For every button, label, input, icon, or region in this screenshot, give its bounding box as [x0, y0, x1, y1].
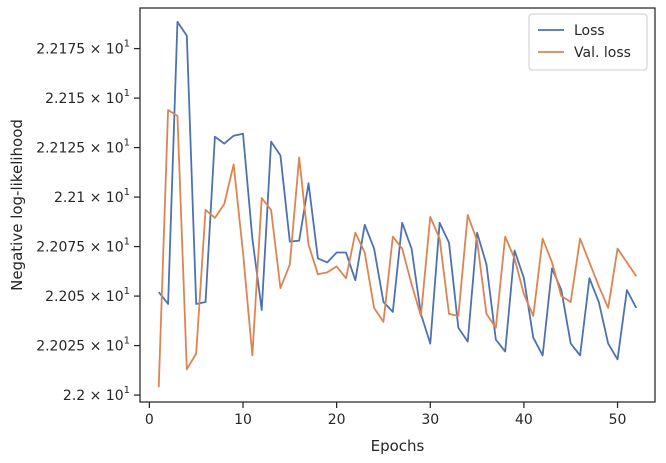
y-tick-label: 2.2 × 101 [63, 385, 130, 404]
y-tick-label: 2.2025 × 101 [36, 336, 130, 355]
y-tick-label: 2.2175 × 101 [36, 39, 130, 58]
legend-label: Loss [574, 23, 605, 39]
x-tick-label: 30 [421, 412, 439, 428]
x-tick-label: 0 [145, 412, 154, 428]
x-axis-ticks: 0 10 20 30 40 50 [145, 402, 627, 428]
x-axis-label: Epochs [371, 437, 425, 455]
legend-box [528, 13, 648, 71]
series-line-val-loss [157, 109, 638, 388]
x-tick-label: 10 [234, 412, 252, 428]
x-tick-label: 50 [609, 412, 627, 428]
axes-frame [139, 7, 656, 403]
legend: Loss Val. loss [528, 13, 648, 71]
y-axis-ticks: 2.2 × 101 2.2025 × 101 2.205 × 101 2.2075 ×… [36, 39, 140, 404]
x-tick-label: 20 [328, 412, 346, 428]
y-tick-label: 2.21 × 101 [54, 187, 130, 206]
y-tick-label: 2.2075 × 101 [36, 237, 130, 256]
y-tick-label: 2.205 × 101 [45, 286, 130, 305]
legend-label: Val. loss [574, 45, 631, 61]
y-tick-label: 2.2125 × 101 [36, 138, 130, 157]
y-tick-label: 2.215 × 101 [45, 88, 130, 107]
x-tick-label: 40 [515, 412, 533, 428]
y-axis-label: Negative log-likelihood [8, 119, 26, 291]
series-layer [157, 20, 638, 388]
